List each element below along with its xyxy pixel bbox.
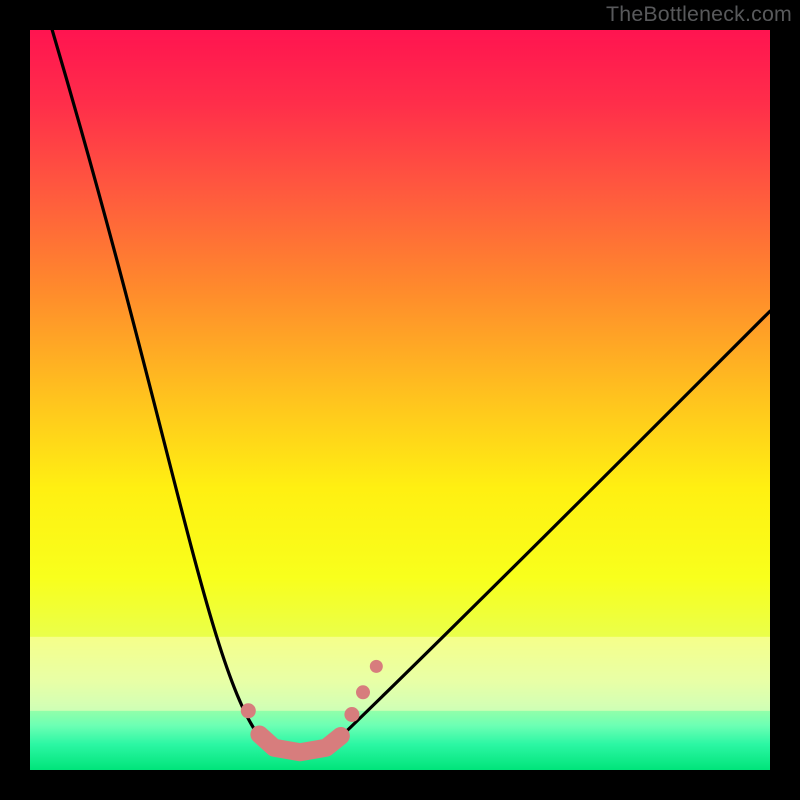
trough-dot (344, 707, 359, 722)
chart-frame: TheBottleneck.com (0, 0, 800, 800)
good-zone-band (30, 637, 770, 711)
watermark-text: TheBottleneck.com (606, 2, 792, 27)
trough-dot (356, 685, 370, 699)
chart-svg (0, 0, 800, 800)
trough-dot (241, 703, 256, 718)
trough-dot (370, 660, 383, 673)
